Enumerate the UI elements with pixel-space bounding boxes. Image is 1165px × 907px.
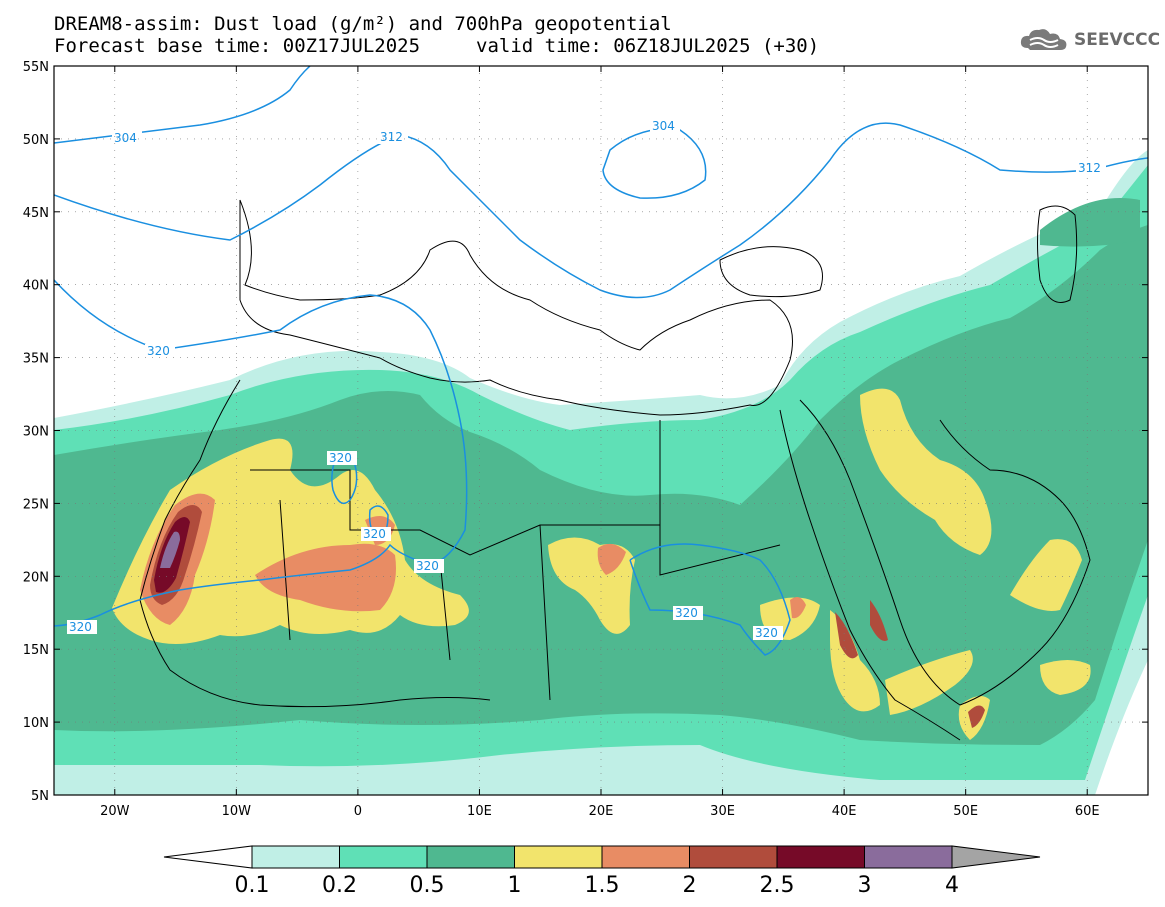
colorbar-label: 0.5 <box>410 873 445 898</box>
lat-tick-label: 15N <box>23 643 49 658</box>
colorbar: 0.1 0.2 0.5 1 1.5 2 2.5 3 4 <box>163 845 1041 898</box>
dust-band-3 <box>160 531 180 568</box>
colorbar-label: 0.2 <box>322 873 357 898</box>
coastlines <box>139 199 1091 741</box>
colorbar-label: 1.5 <box>585 873 620 898</box>
colorbar-segment <box>251 845 340 869</box>
dust-band-1 <box>1040 660 1091 695</box>
lon-tick-label: 10E <box>467 804 492 819</box>
colorbar-label: 2 <box>683 873 697 898</box>
coastline-africa-west <box>139 379 491 708</box>
dust-band-1 <box>1010 539 1082 611</box>
contour-304-west <box>54 66 311 144</box>
colorbar-segment <box>339 845 428 869</box>
contour-label: 312 <box>1078 161 1101 175</box>
coastline-europe <box>239 199 793 416</box>
lon-tick-label: 60E <box>1075 804 1100 819</box>
lon-tick-label: 20W <box>100 804 130 819</box>
contour-320-east <box>629 543 791 656</box>
cloud-icon <box>1020 29 1067 50</box>
colorbar-label: 0.1 <box>235 873 270 898</box>
coastline-arabia <box>799 399 1091 706</box>
lat-tick-label: 35N <box>23 352 49 367</box>
lat-tick-label: 55N <box>23 60 49 75</box>
colorbar-segment <box>776 845 865 869</box>
border-sahel <box>279 420 661 701</box>
dust-band-2 <box>835 612 858 659</box>
geopotential-contours <box>54 66 1148 656</box>
forecast-base-time: Forecast base time: 00Z17JUL2025 <box>54 35 421 57</box>
contour-label: 320 <box>416 559 439 573</box>
contour-label: 304 <box>114 131 137 145</box>
chart-title: DREAM8-assim: Dust load (g/m²) and 700hP… <box>54 13 672 35</box>
colorbar-segment <box>426 845 515 869</box>
valid-time: valid time: 06Z18JUL2025 (+30) <box>476 35 820 57</box>
colorbar-segment <box>601 845 690 869</box>
colorbar-label: 4 <box>945 873 959 898</box>
contour-label: 320 <box>675 606 698 620</box>
contour-label: 312 <box>380 130 403 144</box>
contour-label: 320 <box>147 344 170 358</box>
dust-band-1.5 <box>255 543 396 612</box>
contour-312-west <box>54 122 1148 299</box>
lat-tick-label: 25N <box>23 497 49 512</box>
colorbar-label: 3 <box>858 873 872 898</box>
lat-tick-label: 50N <box>23 133 49 148</box>
lon-tick-label: 30E <box>710 804 735 819</box>
contour-label: 320 <box>755 626 778 640</box>
dust-band-1 <box>885 650 973 715</box>
dust-band-2 <box>968 705 985 728</box>
lon-tick-label: 50E <box>953 804 978 819</box>
dust-band-1.5 <box>790 596 806 619</box>
lat-tick-label: 20N <box>23 570 49 585</box>
coastline-red-sea <box>779 409 961 741</box>
contour-320-west <box>54 279 468 627</box>
colorbar-label: 2.5 <box>760 873 795 898</box>
lat-tick-label: 30N <box>23 425 49 440</box>
colorbar-segment <box>864 845 953 869</box>
lat-tick-label: 5N <box>31 789 49 804</box>
contour-label: 320 <box>69 620 92 634</box>
lon-tick-label: 0 <box>354 804 362 819</box>
lon-tick-label: 40E <box>832 804 857 819</box>
gridlines <box>54 66 1148 795</box>
contour-label: 320 <box>363 527 386 541</box>
colorbar-label: 1 <box>508 873 522 898</box>
latitude-axis: 5N 10N 15N 20N 25N 30N 35N 40N 45N 50N 55N <box>23 60 1148 804</box>
colorbar-segment <box>514 845 603 869</box>
colorbar-over-arrow <box>951 845 1041 869</box>
lon-tick-label: 20E <box>589 804 614 819</box>
lat-tick-label: 45N <box>23 206 49 221</box>
lat-tick-label: 40N <box>23 279 49 294</box>
seevccc-logo: SEEVCCC <box>1018 26 1160 54</box>
dust-band-2 <box>870 600 888 641</box>
coastline-caspian <box>1037 205 1078 303</box>
coastline-black-sea <box>719 246 823 298</box>
dust-band-1.5 <box>597 543 626 575</box>
lon-tick-label: 10W <box>222 804 252 819</box>
colorbar-under-arrow <box>163 845 253 869</box>
dust-band-1 <box>860 388 992 555</box>
contour-labels: 304 312 304 312 320 320 320 320 320 320 … <box>67 119 1106 640</box>
lat-tick-label: 10N <box>23 716 49 731</box>
longitude-axis: 20W 10W 0 10E 20E 30E 40E 50E 60E <box>100 66 1100 819</box>
colorbar-segment <box>689 845 778 869</box>
dust-band-0.5 <box>1040 198 1140 247</box>
logo-text: SEEVCCC <box>1074 30 1161 50</box>
contour-label: 320 <box>329 451 352 465</box>
contour-label: 304 <box>652 119 675 133</box>
